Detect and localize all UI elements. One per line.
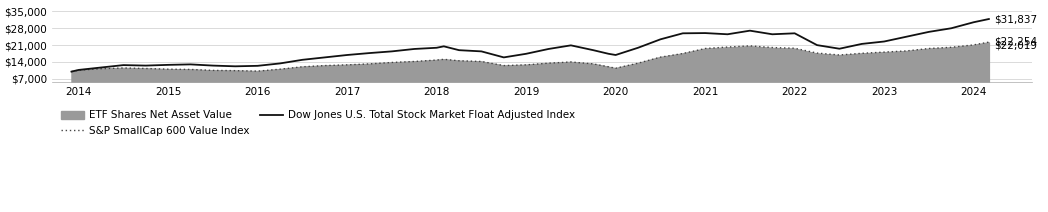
Text: $22,019: $22,019 (995, 40, 1038, 50)
Text: $31,837: $31,837 (995, 14, 1038, 24)
Text: $22,254: $22,254 (995, 36, 1038, 46)
Legend: ETF Shares Net Asset Value, S&P SmallCap 600 Value Index, Dow Jones U.S. Total S: ETF Shares Net Asset Value, S&P SmallCap… (57, 106, 580, 140)
